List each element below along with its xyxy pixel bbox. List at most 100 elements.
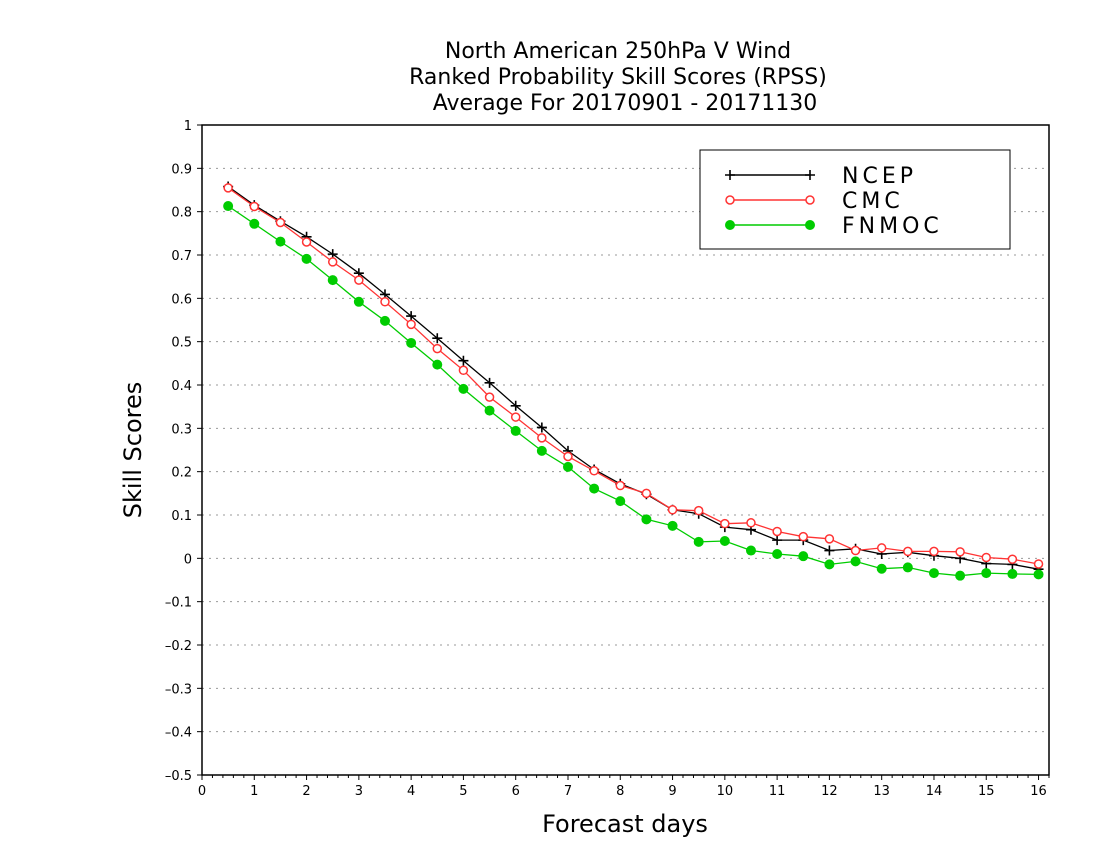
ncep-point: [536, 422, 547, 433]
fnmoc-point: [249, 218, 260, 229]
y-tick-label: –0.1: [165, 596, 192, 611]
fnmoc-point: [955, 570, 966, 581]
cmc-point: [667, 505, 678, 515]
y-tick-label: 0.5: [171, 336, 192, 351]
ncep-point: [824, 545, 835, 556]
x-tick-label: 1: [250, 784, 258, 799]
legend-fnmoc-label: FNMOC: [842, 214, 943, 239]
cmc-point: [1007, 554, 1018, 564]
fnmoc-point: [275, 236, 286, 247]
fnmoc-point: [928, 568, 939, 579]
fnmoc-point: [798, 551, 809, 562]
cmc-point: [380, 297, 390, 307]
cmc-point: [484, 392, 495, 402]
cmc-point: [537, 433, 547, 443]
x-tick-label: 16: [1030, 784, 1047, 799]
cmc-point: [327, 257, 338, 267]
y-tick-label: 1: [184, 119, 192, 134]
x-tick-label: 4: [407, 784, 415, 799]
legend-ncep-marker: [725, 170, 735, 180]
fnmoc-point: [327, 275, 338, 286]
ncep-point: [406, 311, 417, 322]
cmc-point: [249, 201, 260, 212]
series-layer: [223, 181, 1044, 581]
axis-layer: –0.5 –0.4 –0.3 –0.2 –0.1 0 0.1 0.2 0.3 0.4 0.5 0.6 0…: [165, 119, 1050, 799]
x-tick-label: 2: [302, 784, 310, 799]
plot-frame: [201, 124, 1050, 776]
x-tick-label: 14: [926, 784, 943, 799]
legend-fnmoc-marker: [725, 220, 735, 230]
x-tick-label: 5: [459, 784, 467, 799]
x-tick-label: 13: [873, 784, 890, 799]
fnmoc-series-line: [227, 205, 1039, 577]
ncep-point: [484, 377, 495, 388]
y-tick-label: –0.4: [165, 726, 192, 741]
fnmoc-point: [772, 549, 783, 559]
y-tick-label: 0.7: [171, 249, 192, 264]
ncep-point: [432, 333, 443, 344]
cmc-point: [772, 526, 782, 537]
y-tick-label: 0.9: [171, 162, 192, 177]
chart-title-line-1: North American 250hPa V Wind: [445, 39, 791, 64]
cmc-point: [301, 237, 312, 247]
fnmoc-point: [1033, 569, 1044, 580]
legend-cmc-label: CMC: [842, 189, 904, 214]
cmc-point: [746, 518, 756, 528]
cmc-point: [432, 343, 443, 354]
cmc-point: [275, 217, 286, 228]
y-tick-label: –0.5: [165, 769, 192, 784]
cmc-point: [354, 275, 364, 285]
y-tick-label: 0: [184, 552, 192, 567]
cmc-point: [981, 552, 992, 563]
y-tick-label: 0.1: [171, 509, 192, 524]
cmc-point: [876, 543, 887, 553]
cmc-point: [824, 534, 835, 544]
cmc-point: [798, 531, 809, 542]
grid-layer: [202, 167, 1049, 733]
fnmoc-point: [745, 545, 756, 556]
fnmoc-point: [223, 201, 234, 212]
fnmoc-point: [719, 536, 730, 546]
cmc-point: [589, 466, 599, 476]
fnmoc-point: [458, 383, 469, 394]
fnmoc-point: [484, 405, 495, 416]
fnmoc-point: [1007, 568, 1018, 579]
cmc-point: [693, 505, 704, 516]
fnmoc-point: [562, 461, 573, 472]
y-tick-label: 0.3: [171, 422, 192, 437]
fnmoc-point: [353, 296, 364, 307]
ncep-point: [510, 400, 521, 411]
fnmoc-point: [589, 483, 600, 494]
x-tick-label: 7: [564, 784, 572, 799]
fnmoc-point: [981, 568, 992, 579]
x-tick-label: 3: [355, 784, 363, 799]
x-tick-label: 12: [821, 784, 838, 799]
y-tick-label: 0.2: [171, 466, 192, 481]
fnmoc-point: [876, 563, 887, 574]
legend-fnmoc-marker: [805, 220, 815, 230]
cmc-point: [615, 480, 626, 491]
ncep-point: [772, 535, 783, 546]
legend-cmc-marker: [725, 195, 735, 205]
cmc-point: [458, 365, 469, 376]
fnmoc-point: [301, 253, 312, 264]
cmc-point: [641, 488, 652, 499]
fnmoc-point: [667, 520, 678, 531]
cmc-point: [1033, 559, 1044, 569]
cmc-point: [406, 319, 416, 330]
fnmoc-point: [379, 315, 390, 326]
chart-title-line-3: Average For 20170901 - 20171130: [433, 91, 818, 116]
y-tick-label: –0.3: [165, 682, 192, 697]
x-tick-label: 15: [978, 784, 995, 799]
fnmoc-point: [406, 337, 417, 348]
fnmoc-point: [536, 445, 547, 456]
ncep-point: [458, 355, 469, 366]
x-axis-label: Forecast days: [542, 810, 708, 838]
x-tick-label: 11: [769, 784, 786, 799]
cmc-point: [720, 518, 730, 529]
x-tick-label: 0: [198, 784, 206, 799]
chart-title-line-2: Ranked Probability Skill Scores (RPSS): [409, 65, 827, 90]
fnmoc-point: [693, 536, 704, 547]
